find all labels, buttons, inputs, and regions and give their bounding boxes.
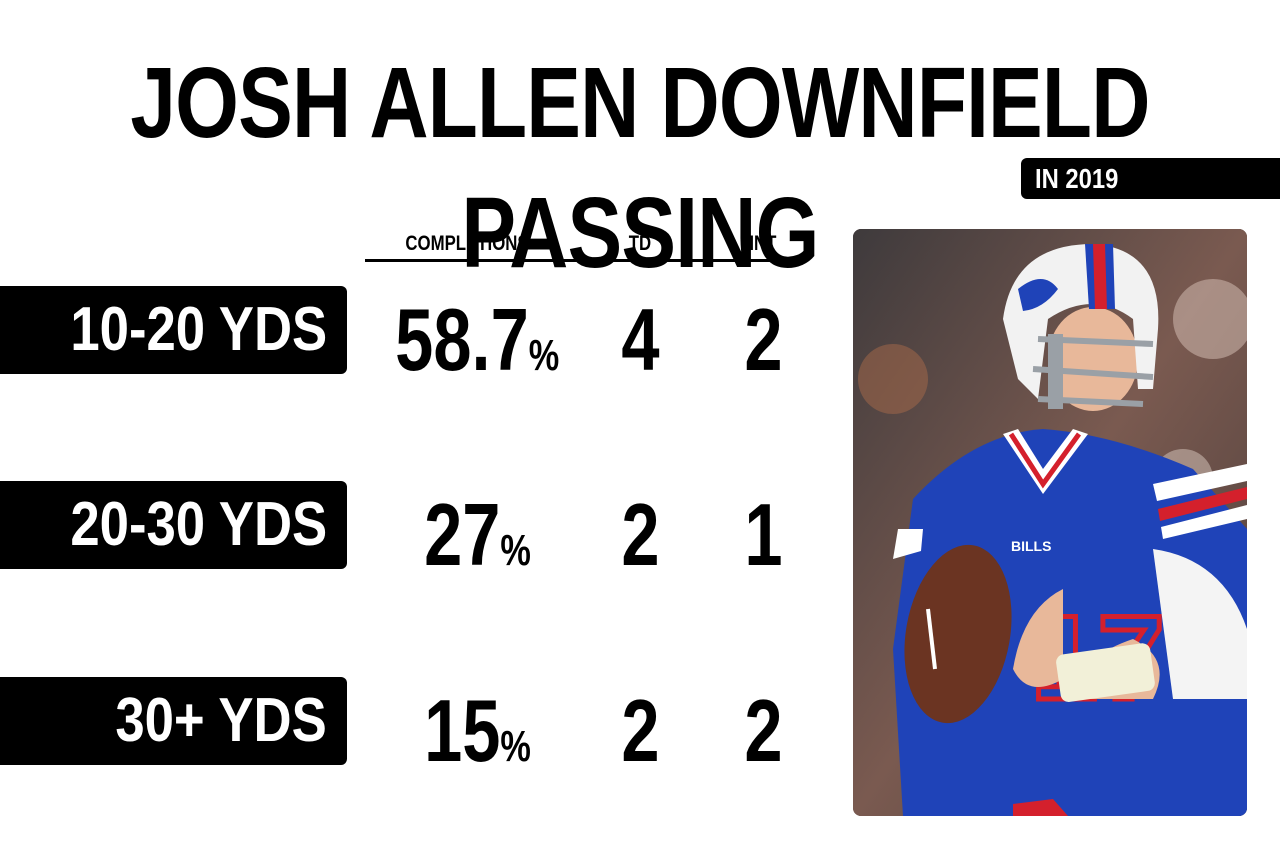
- column-header-td: TD: [628, 232, 652, 255]
- player-photo: 17 BILLS: [853, 229, 1247, 816]
- td-value: 2: [620, 681, 660, 780]
- jersey-team-text: BILLS: [1011, 538, 1051, 554]
- int-value: 2: [743, 681, 783, 780]
- completions-value: 27%: [424, 485, 531, 584]
- page-title: JOSH ALLEN DOWNFIELD PASSING: [130, 47, 1150, 289]
- column-header-int: INT: [749, 232, 777, 255]
- subtitle-badge: IN 2019: [1021, 158, 1280, 199]
- column-header-completions: COMPLETIONS: [405, 232, 530, 255]
- row-label-20-30: 20-30 YDS: [0, 481, 347, 569]
- header-divider: [365, 259, 805, 262]
- row-label-30-plus: 30+ YDS: [0, 677, 347, 765]
- int-value: 2: [743, 290, 783, 389]
- completions-value: 58.7%: [395, 290, 560, 389]
- completions-value: 15%: [424, 681, 531, 780]
- int-value: 1: [743, 485, 783, 584]
- td-value: 2: [620, 485, 660, 584]
- td-value: 4: [620, 290, 660, 389]
- row-label-10-20: 10-20 YDS: [0, 286, 347, 374]
